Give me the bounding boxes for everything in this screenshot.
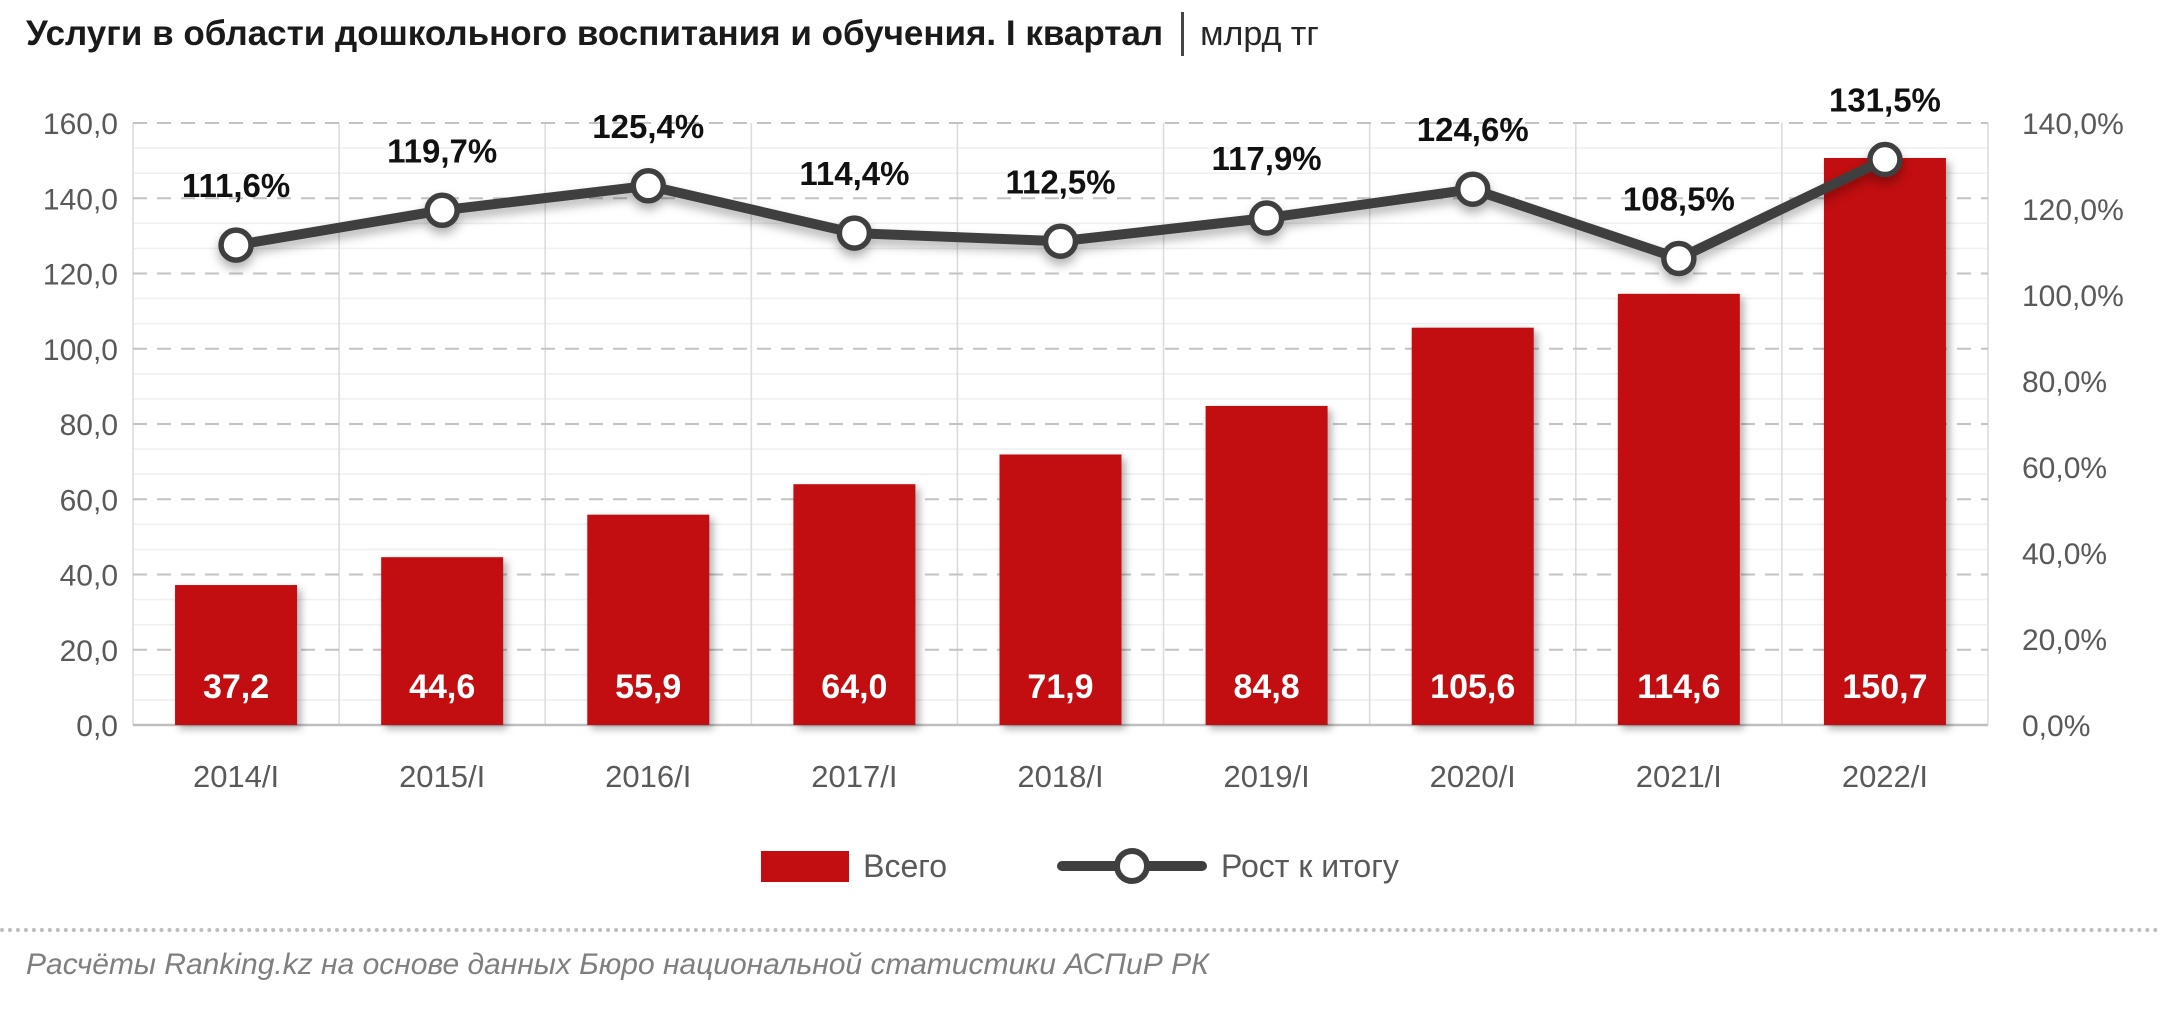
right-axis-tick: 100,0% (2022, 280, 2124, 313)
footer-divider (0, 928, 2160, 932)
legend-line-label: Рост к итогу (1221, 847, 1399, 884)
line-marker (1661, 240, 1697, 277)
right-axis-tick: 40,0% (2022, 538, 2107, 571)
bar (1411, 327, 1534, 725)
bar (793, 484, 916, 725)
x-axis-label: 2020/I (1430, 759, 1516, 794)
bar (1823, 157, 1946, 725)
growth-value-label: 125,4% (592, 108, 704, 145)
bar (587, 514, 710, 725)
right-axis-tick: 20,0% (2022, 624, 2107, 657)
right-axis-tick: 140,0% (2022, 108, 2124, 141)
line-marker (836, 215, 873, 251)
bars-series (175, 157, 1946, 725)
bar-value-label: 44,6 (409, 668, 475, 706)
bar-value-label: 114,6 (1637, 668, 1720, 706)
left-axis-tick: 160,0 (43, 108, 118, 141)
bar-value-label: 55,9 (615, 668, 681, 706)
source-note: Расчёты Ranking.kz на основе данных Бюро… (26, 948, 1209, 981)
right-axis-tick: 0,0% (2022, 710, 2090, 743)
x-axis-label: 2015/I (399, 759, 485, 794)
growth-value-label: 112,5% (1005, 163, 1115, 200)
legend-item-total: Всего (761, 848, 947, 885)
bar-value-label: 37,2 (203, 668, 269, 706)
growth-value-label: 114,4% (799, 155, 909, 192)
growth-value-label: 124,6% (1417, 111, 1529, 148)
bar (1617, 293, 1740, 725)
bar (1205, 405, 1328, 725)
legend-item-growth: Рост к итогу (1057, 846, 1399, 886)
x-axis-label: 2018/I (1017, 759, 1103, 794)
line-marker (1454, 171, 1491, 207)
x-axis-label: 2022/I (1842, 759, 1928, 794)
x-axis-label: 2019/I (1224, 759, 1310, 794)
growth-line-series (218, 141, 1903, 277)
chart-title-unit: млрд тг (1200, 14, 1319, 53)
bar-value-label: 105,6 (1430, 668, 1515, 706)
chart-title-text: Услуги в области дошкольного воспитания … (26, 14, 1164, 53)
x-axis-label: 2017/I (811, 759, 897, 794)
chart-legend: Всего Рост к итогу (0, 846, 2160, 886)
left-axis-tick: 100,0 (43, 334, 118, 367)
legend-line-marker-icon (1114, 848, 1151, 884)
left-axis-tick: 40,0 (60, 560, 118, 593)
title-separator (1181, 12, 1185, 56)
bar-value-label: 64,0 (821, 668, 887, 706)
right-axis-tick: 120,0% (2022, 194, 2124, 227)
left-axis-tick: 20,0 (60, 635, 118, 668)
growth-value-label: 111,6% (182, 167, 290, 204)
left-axis-tick: 60,0 (60, 484, 118, 517)
bar-value-label: 84,8 (1234, 668, 1300, 706)
line-marker (630, 168, 667, 204)
bar (175, 585, 298, 725)
growth-value-label: 119,7% (387, 132, 497, 169)
legend-bar-swatch (761, 850, 850, 882)
left-axis-ticks: 160,0 140,0 120,0 100,0 80,0 60,0 40,0 20,0 0,0 (43, 108, 118, 743)
right-axis-tick: 80,0% (2022, 366, 2107, 399)
line-marker (1248, 200, 1285, 236)
line-marker (424, 192, 460, 229)
left-axis-tick: 120,0 (43, 259, 118, 292)
chart-title: Услуги в области дошкольного воспитания … (26, 12, 1319, 56)
line-marker (1042, 223, 1079, 259)
legend-line-swatch (1057, 846, 1208, 886)
combo-chart: 160,0140,0120,0100,080,060,040,020,00,01… (43, 82, 2124, 794)
growth-value-label: 117,9% (1212, 140, 1322, 177)
growth-value-label: 131,5% (1829, 82, 1941, 119)
right-axis-tick: 60,0% (2022, 452, 2107, 485)
line-marker (1867, 141, 1903, 178)
bar-value-label: 71,9 (1027, 668, 1093, 706)
bar (381, 557, 504, 725)
growth-labels: 111,6% 119,7% 125,4% 114,4% 112,5% 117,9% 124,… (182, 82, 1941, 218)
x-axis-labels: 2014/I 2015/I 2016/I 2017/I 2018/I 2019/I 2020… (193, 759, 1928, 794)
bar (999, 454, 1122, 725)
line-marker (218, 227, 254, 263)
bar-value-labels: 37,2 44,6 55,9 64,0 71,9 84,8 105,6 114,6 150,7 (203, 668, 1928, 706)
bar-value-label: 150,7 (1842, 668, 1927, 706)
legend-bar-label: Всего (863, 847, 948, 884)
left-axis-tick: 0,0 (76, 710, 118, 743)
x-axis-label: 2016/I (605, 759, 691, 794)
x-axis-label: 2014/I (193, 759, 279, 794)
left-axis-tick: 80,0 (60, 409, 118, 442)
right-axis-ticks: 140,0% 120,0% 100,0% 80,0% 60,0% 40,0% 20,0% 0,… (2022, 108, 2124, 743)
growth-value-label: 108,5% (1623, 180, 1735, 217)
x-axis-label: 2021/I (1636, 759, 1722, 794)
left-axis-tick: 140,0 (43, 183, 118, 216)
